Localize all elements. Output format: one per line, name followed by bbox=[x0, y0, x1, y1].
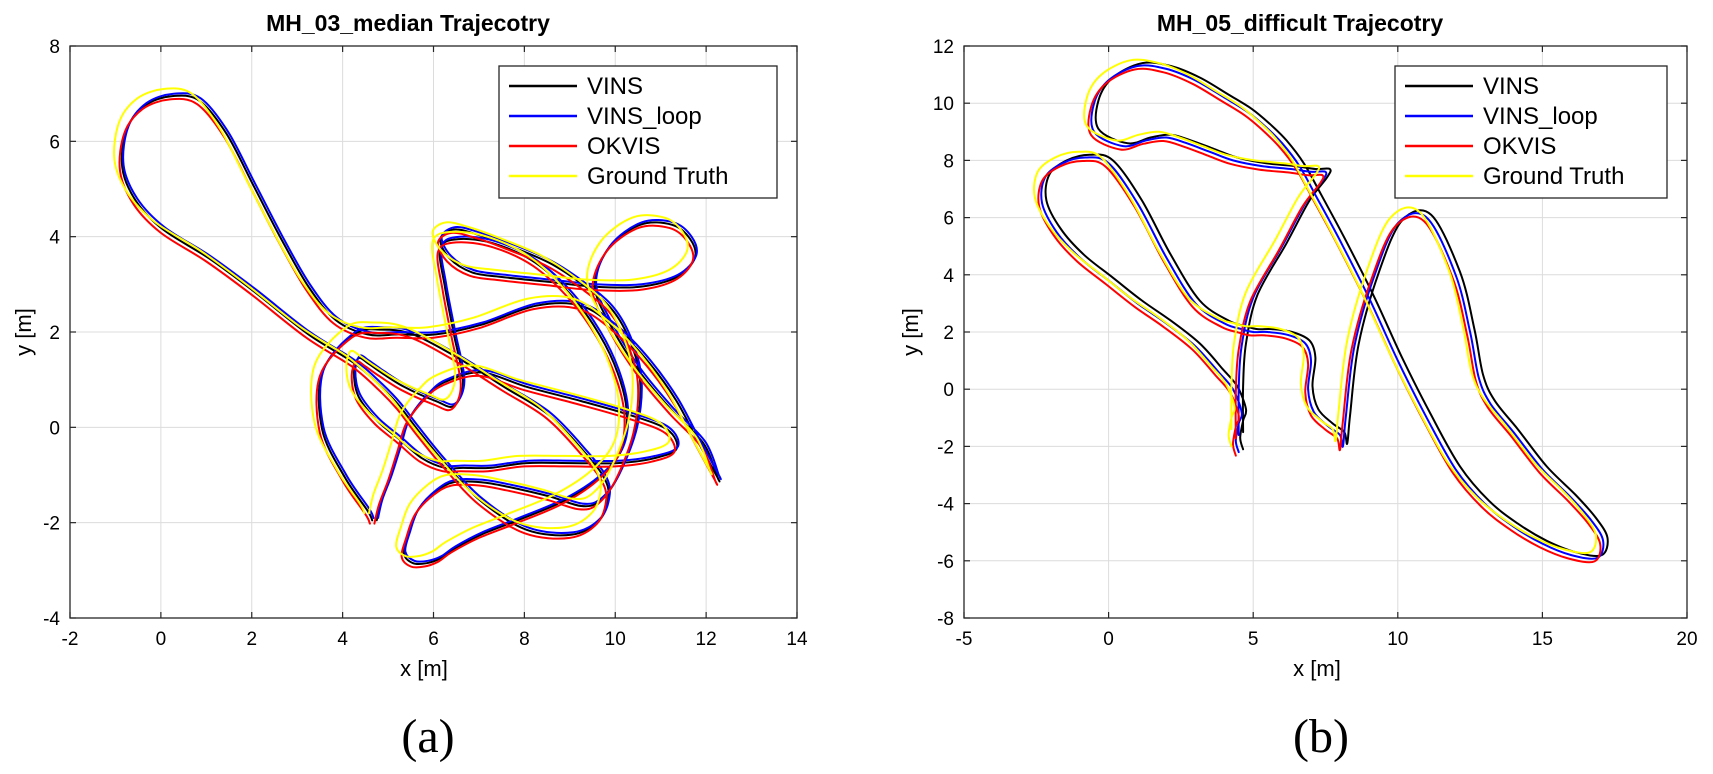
x-tick-label: 2 bbox=[246, 629, 257, 650]
x-tick-label: -5 bbox=[956, 629, 973, 650]
x-tick-label: 5 bbox=[1248, 629, 1259, 650]
y-tick-label: 0 bbox=[943, 380, 954, 401]
series-line-ground-truth bbox=[1033, 58, 1598, 555]
x-tick-label: 0 bbox=[156, 629, 167, 650]
x-tick-label: 8 bbox=[519, 629, 530, 650]
x-tick-label: -2 bbox=[62, 629, 79, 650]
x-tick-label: 10 bbox=[1387, 629, 1408, 650]
y-tick-label: 0 bbox=[49, 418, 60, 439]
y-tick-label: -2 bbox=[937, 437, 954, 458]
plot-area bbox=[1033, 58, 1609, 564]
y-tick-label: -4 bbox=[937, 495, 954, 516]
y-tick-label: -4 bbox=[43, 609, 60, 630]
y-tick-label: -6 bbox=[937, 552, 954, 573]
y-tick-label: 2 bbox=[49, 323, 60, 344]
x-axis-label: x [m] bbox=[1293, 656, 1341, 681]
legend-label-okvis: OKVIS bbox=[1483, 133, 1556, 160]
plot-area bbox=[113, 87, 722, 569]
series-line-ground-truth bbox=[113, 87, 713, 558]
series-line-vins-loop bbox=[122, 92, 722, 563]
y-tick-label: 8 bbox=[49, 37, 60, 58]
legend: VINS VINS_loop OKVIS Ground Truth bbox=[1394, 65, 1668, 199]
y-tick-label: 6 bbox=[49, 132, 60, 153]
subfigure-caption: (a) bbox=[401, 710, 454, 763]
x-tick-label: 10 bbox=[605, 629, 626, 650]
y-tick-label: 4 bbox=[49, 228, 60, 249]
series-line-okvis bbox=[1037, 67, 1602, 564]
x-tick-label: 6 bbox=[428, 629, 439, 650]
y-tick-label: 10 bbox=[933, 94, 954, 115]
legend-label-vins-loop: VINS_loop bbox=[587, 103, 702, 130]
subfigure-caption: (b) bbox=[1293, 710, 1349, 763]
y-tick-label: 6 bbox=[943, 209, 954, 230]
legend-label-vins: VINS bbox=[1483, 73, 1539, 100]
x-axis-label: x [m] bbox=[400, 656, 448, 681]
x-tick-label: 0 bbox=[1103, 629, 1114, 650]
chart-title: MH_05_difficult Trajecotry bbox=[1157, 10, 1444, 36]
y-tick-label: 2 bbox=[943, 323, 954, 344]
x-tick-label: 12 bbox=[696, 629, 717, 650]
y-axis-label: y [m] bbox=[11, 308, 36, 356]
legend-label-ground-truth: Ground Truth bbox=[1483, 163, 1624, 190]
chart-mh03: MH_03_median Trajecotry -2 0 2 4 6 8 10 12 14-4-… bbox=[11, 10, 808, 763]
x-tick-label: 4 bbox=[337, 629, 348, 650]
x-tick-label: 15 bbox=[1532, 629, 1553, 650]
legend: VINS VINS_loop OKVIS Ground Truth bbox=[498, 65, 778, 199]
legend-label-vins-loop: VINS_loop bbox=[1483, 103, 1598, 130]
y-tick-label: 4 bbox=[943, 266, 954, 287]
legend-label-ground-truth: Ground Truth bbox=[587, 163, 728, 190]
y-tick-label: 8 bbox=[943, 151, 954, 172]
legend-label-okvis: OKVIS bbox=[587, 133, 660, 160]
chart-mh05: MH_05_difficult Trajecotry -5 0 5 10 15 20-8-… bbox=[898, 10, 1698, 763]
tick-labels: -5 0 5 10 15 20 -8 -6 -4 -2 0 2 4 6 8 10 12 bbox=[933, 37, 1698, 650]
y-tick-label: 12 bbox=[933, 37, 954, 58]
y-tick-label: -8 bbox=[937, 609, 954, 630]
series-line-vins-loop bbox=[1040, 64, 1605, 560]
x-tick-label: 14 bbox=[786, 629, 808, 650]
y-axis-label: y [m] bbox=[898, 308, 923, 356]
y-tick-label: -2 bbox=[43, 514, 60, 535]
chart-title: MH_03_median Trajecotry bbox=[266, 10, 550, 36]
x-tick-label: 20 bbox=[1676, 629, 1697, 650]
legend-label-vins: VINS bbox=[587, 73, 643, 100]
legend-box bbox=[1394, 65, 1668, 199]
